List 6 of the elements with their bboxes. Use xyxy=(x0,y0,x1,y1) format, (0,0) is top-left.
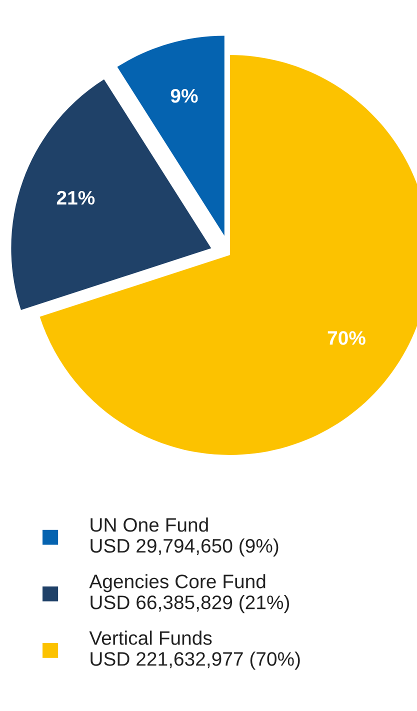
legend-label: Vertical Funds USD 221,632,977 (70%) xyxy=(89,630,300,670)
data-label: 70% xyxy=(328,331,366,345)
data-label: 9% xyxy=(170,88,198,103)
legend-label: UN One Fund USD 29,794,650 (9%) xyxy=(90,518,278,557)
legend-label: Agencies Core Fund USD 66,385,829 (21%) xyxy=(89,574,290,614)
data-label: 21% xyxy=(56,190,95,205)
